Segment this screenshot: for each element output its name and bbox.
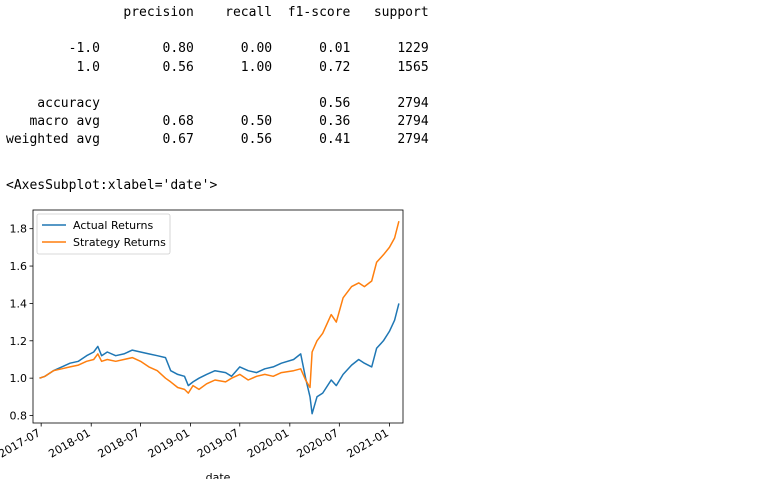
x-tick-label: 2020-01 (245, 426, 291, 460)
legend-box (36, 213, 171, 255)
y-tick-label: 1.2 (10, 335, 28, 348)
x-tick-label: 2021-01 (345, 426, 391, 460)
x-tick-label: 2020-07 (295, 426, 341, 460)
x-tick-label: 2018-01 (46, 426, 92, 460)
y-tick-label: 0.8 (10, 410, 28, 423)
x-tick-label: 2018-07 (96, 426, 142, 460)
y-tick-label: 1.6 (10, 260, 28, 273)
legend-label-strategy-returns: Strategy Returns (73, 236, 166, 249)
plot-frame (32, 209, 404, 424)
y-tick-label: 1.4 (10, 297, 28, 310)
classification-report: precision recall f1-score support -1.0 0… (6, 4, 429, 150)
y-tick-label: 1.0 (10, 372, 28, 385)
x-axis-label: date (206, 471, 231, 479)
output-repr: <AxesSubplot:xlabel='date'> (6, 178, 218, 193)
classification-report-text: precision recall f1-score support -1.0 0… (6, 5, 429, 148)
series-line-actual-returns (39, 303, 400, 415)
x-tick-label: 2019-01 (146, 426, 192, 460)
x-tick-label: 2017-07 (0, 426, 43, 460)
x-tick-label: 2019-07 (195, 426, 241, 460)
legend: Actual Returns Strategy Returns (36, 213, 171, 255)
series-line-strategy-returns (39, 221, 400, 394)
y-axis: 0.8 1.0 1.2 1.4 1.6 1.8 (10, 223, 33, 423)
returns-line-chart: 0.8 1.0 1.2 1.4 1.6 1.8 2017-07 2018-01 2018-07… (0, 209, 404, 479)
x-axis: 2017-07 2018-01 2018-07 2019-01 2019-07 2020-… (0, 423, 391, 461)
legend-label-actual-returns: Actual Returns (73, 219, 153, 232)
y-tick-label: 1.8 (10, 223, 28, 236)
series-lines (39, 221, 400, 415)
